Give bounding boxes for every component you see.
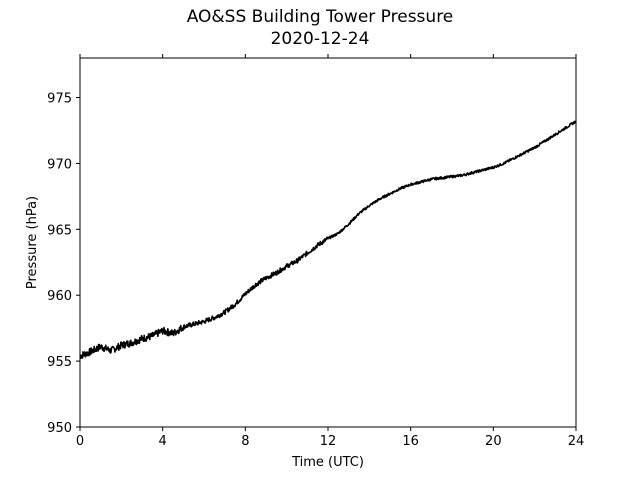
- x-tick-label: 12: [320, 434, 337, 449]
- x-tick-label: 0: [76, 434, 84, 449]
- y-tick-label: 955: [47, 355, 72, 370]
- y-tick-label: 970: [47, 157, 72, 172]
- y-tick-label: 960: [47, 289, 72, 304]
- pressure-series-line: [79, 120, 577, 360]
- y-tick-label: 965: [47, 223, 72, 238]
- chart-subtitle: 2020-12-24: [270, 29, 370, 49]
- x-tick-label: 8: [241, 434, 249, 449]
- x-tick-label: 24: [568, 434, 585, 449]
- y-tick-label: 950: [47, 421, 72, 436]
- x-tick-label: 20: [485, 434, 502, 449]
- x-tick-label: 16: [402, 434, 419, 449]
- axis-ticks: 0 4 8 12 16 20 24 950 955 960 965 970 975: [47, 54, 584, 449]
- y-axis-label: Pressure (hPa): [25, 196, 40, 289]
- plot-frame: [79, 57, 577, 428]
- x-axis-label: Time (UTC): [291, 455, 364, 470]
- x-tick-label: 4: [159, 434, 167, 449]
- chart-title: AO&SS Building Tower Pressure: [186, 7, 454, 27]
- y-tick-label: 975: [47, 92, 72, 107]
